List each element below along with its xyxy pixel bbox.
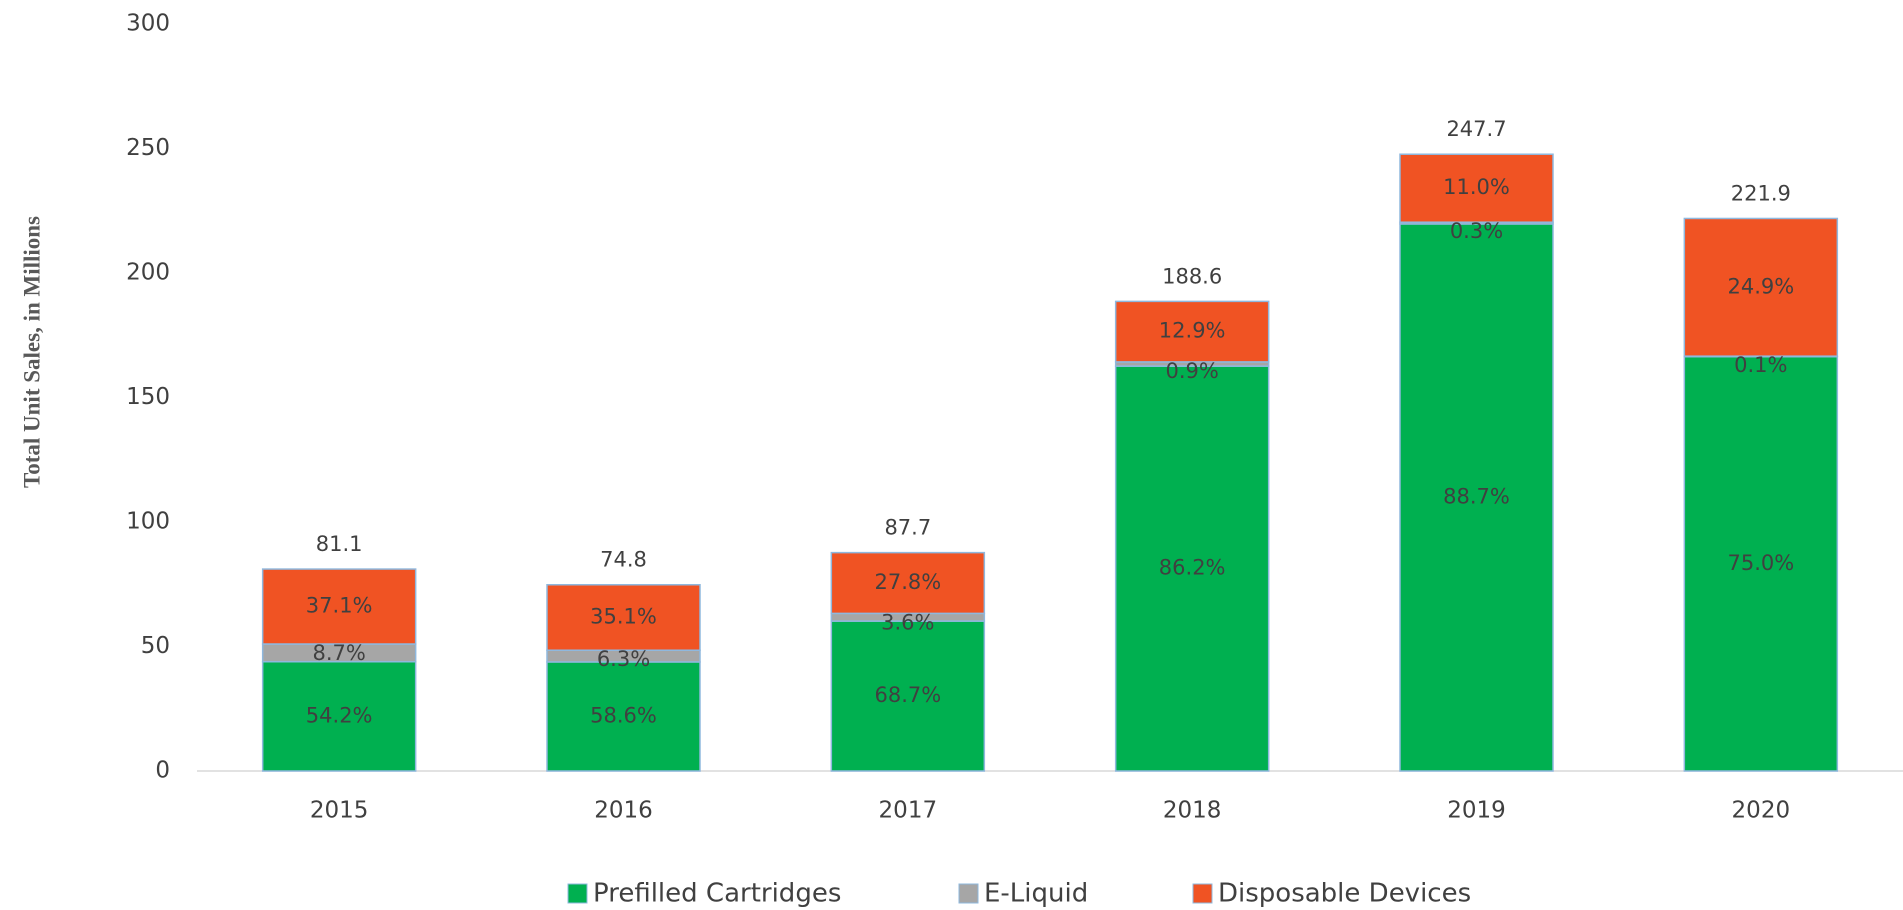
y-tick-label: 250 — [126, 135, 170, 161]
total-label: 81.1 — [316, 532, 363, 556]
bar-segment — [1114, 365, 1270, 772]
x-tick-label: 2020 — [1732, 798, 1791, 824]
bar-segment — [261, 660, 417, 772]
data-label: 12.9% — [1159, 319, 1226, 343]
legend-swatch — [1192, 883, 1213, 904]
legend-label: E-Liquid — [984, 879, 1088, 909]
y-tick-label: 300 — [126, 11, 170, 37]
data-label: 11.0% — [1443, 175, 1510, 199]
bar-segment — [1683, 355, 1839, 772]
x-tick-label: 2019 — [1447, 798, 1506, 824]
data-label: 58.6% — [590, 703, 657, 727]
data-label: 35.1% — [590, 604, 657, 628]
x-tick-label: 2015 — [310, 798, 369, 824]
legend-swatch — [958, 883, 979, 904]
y-tick-label: 0 — [155, 758, 170, 784]
data-label: 37.1% — [306, 594, 373, 618]
data-label: 27.8% — [874, 570, 941, 594]
data-label: 3.6% — [881, 610, 934, 634]
data-label: 68.7% — [874, 683, 941, 707]
bar-segment — [830, 620, 986, 772]
total-label: 188.6 — [1162, 264, 1222, 288]
bar-segment — [1114, 300, 1270, 363]
y-tick-label: 150 — [126, 384, 170, 410]
y-axis-title: Total Unit Sales, in Millions — [19, 216, 44, 488]
y-tick-label: 100 — [126, 509, 170, 535]
data-label: 54.2% — [306, 703, 373, 727]
legend-label: Disposable Devices — [1218, 879, 1471, 909]
total-label: 74.8 — [600, 548, 647, 572]
bar-segment — [1399, 153, 1554, 223]
x-tick-label: 2016 — [594, 798, 653, 824]
bar-segment — [546, 583, 701, 651]
total-label: 247.7 — [1446, 117, 1506, 141]
data-label: 8.7% — [312, 641, 365, 665]
data-label: 86.2% — [1159, 556, 1226, 580]
data-label: 0.1% — [1734, 353, 1787, 377]
bar-segment — [546, 661, 701, 772]
y-tick-label: 200 — [126, 260, 170, 286]
y-tick-label: 50 — [141, 633, 170, 659]
legend-swatch — [567, 883, 588, 904]
data-label: 88.7% — [1443, 484, 1510, 508]
total-label: 221.9 — [1731, 181, 1791, 205]
total-label: 87.7 — [884, 516, 931, 540]
data-label: 0.3% — [1450, 219, 1503, 243]
bar-segment — [1683, 217, 1839, 357]
legend-label: Prefilled Cartridges — [593, 879, 841, 909]
data-label: 0.9% — [1165, 359, 1218, 383]
x-tick-label: 2018 — [1163, 798, 1222, 824]
bar-segment — [1399, 223, 1554, 772]
bar-segment — [830, 551, 986, 615]
data-label: 24.9% — [1727, 274, 1794, 298]
data-label: 75.0% — [1727, 551, 1794, 575]
data-label: 6.3% — [597, 647, 650, 671]
bar-segment — [261, 568, 417, 645]
x-tick-label: 2017 — [879, 798, 938, 824]
